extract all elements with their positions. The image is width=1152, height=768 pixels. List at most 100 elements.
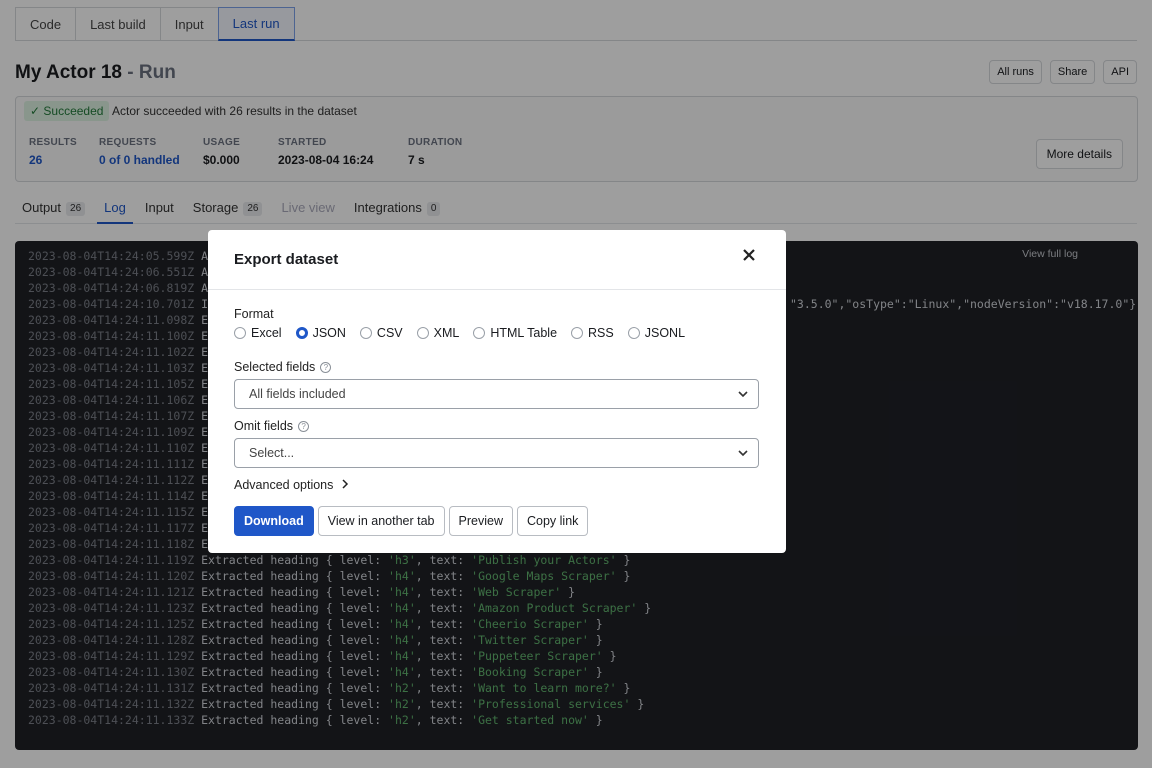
more-details-button[interactable]: More details — [1035, 139, 1123, 169]
sub-tab[interactable]: Output 26 — [15, 196, 92, 224]
header-button[interactable]: Share — [1049, 60, 1096, 84]
log-text: 'Want to learn more?' — [471, 681, 617, 695]
count: 0 — [426, 202, 441, 216]
selected-fields-select[interactable]: All fields included — [234, 379, 759, 409]
modal-title: Export dataset — [234, 251, 339, 268]
advanced-options[interactable]: Advanced options — [234, 478, 349, 492]
header-button[interactable]: API — [1103, 60, 1137, 84]
log-text: 'Booking Scraper' — [471, 665, 589, 679]
radio[interactable] — [571, 327, 584, 339]
button[interactable]: Download — [234, 506, 314, 536]
radio[interactable] — [473, 327, 486, 339]
radio[interactable] — [295, 327, 308, 339]
stat: REQUESTS 0 of 0 handled — [99, 137, 180, 167]
log-time: 2023-08-04T14:24:11.106Z — [28, 393, 195, 407]
sub-tab[interactable]: Live view — [274, 196, 341, 224]
title: My Actor 18 — [15, 62, 122, 83]
format-options: Excel JSON CSV XML HTML Table RSS JSONL — [234, 326, 685, 340]
label: Omit fields — [234, 419, 294, 433]
radio[interactable] — [234, 327, 246, 339]
log-text: , text: — [415, 649, 472, 663]
stat-value: $0.000 — [203, 153, 240, 167]
sub-tab[interactable]: Integrations 0 — [347, 196, 448, 224]
log-time: 2023-08-04T14:24:11.111Z — [28, 457, 195, 471]
close-button[interactable] — [742, 248, 756, 262]
radio-option[interactable]: JSONL — [627, 326, 685, 340]
log-time: 2023-08-04T14:24:11.118Z — [28, 537, 195, 551]
radio[interactable] — [416, 327, 429, 339]
sub-tabs: Output 26 Log Input Storage 26 Live view Integr… — [15, 196, 1137, 224]
log-time: 2023-08-04T14:24:11.121Z — [28, 585, 195, 599]
log-text: Extracted heading { level: — [201, 681, 389, 695]
log-text: Extracted heading { level: — [201, 665, 389, 679]
button[interactable]: Preview — [448, 506, 513, 536]
tab[interactable]: Last run — [217, 7, 295, 41]
log-time: 2023-08-04T14:24:11.102Z — [28, 345, 195, 359]
log-text: } — [561, 585, 576, 599]
log-text: 'h2' — [388, 713, 416, 727]
radio-option[interactable]: JSON — [295, 326, 346, 340]
sub-tab-label: Storage — [192, 200, 239, 215]
log-text: 'Publish your Actors' — [471, 553, 617, 567]
log-line: 2023-08-04T14:24:11.132Z Extracted headi… — [28, 697, 644, 711]
modal-buttons: Download View in another tab Preview Copy l… — [234, 506, 589, 536]
sub-tab[interactable]: Log — [97, 196, 133, 224]
log-text: 'h4' — [388, 617, 416, 631]
count: 26 — [66, 202, 86, 216]
radio-option[interactable]: CSV — [359, 326, 403, 340]
log-time: 2023-08-04T14:24:11.107Z — [28, 409, 195, 423]
log-time: 2023-08-04T14:24:11.109Z — [28, 425, 195, 439]
log-text: } — [588, 665, 603, 679]
log-text: , text: — [415, 617, 472, 631]
log-time: 2023-08-04T14:24:11.129Z — [28, 649, 195, 663]
log-text: 'Professional services' — [471, 697, 631, 711]
log-time: 2023-08-04T14:24:05.599Z — [28, 249, 195, 263]
radio-label: JSON — [312, 326, 346, 340]
log-line: 2023-08-04T14:24:11.119Z Extracted headi… — [28, 553, 630, 567]
title-suffix: - Run — [127, 62, 176, 83]
log-text: 'Amazon Product Scraper' — [471, 601, 638, 615]
radio-option[interactable]: RSS — [571, 326, 614, 340]
sub-tab-label: Live view — [281, 200, 335, 215]
log-text: Extracted heading { level: — [201, 633, 389, 647]
log-time: 2023-08-04T14:24:06.551Z — [28, 265, 195, 279]
log-text: } — [637, 601, 652, 615]
log-text: , text: — [415, 713, 472, 727]
log-text: , text: — [415, 681, 472, 695]
button[interactable]: View in another tab — [317, 506, 445, 536]
log-time: 2023-08-04T14:24:11.128Z — [28, 633, 195, 647]
log-line: 2023-08-04T14:24:11.123Z Extracted headi… — [28, 601, 651, 615]
radio-option[interactable]: HTML Table — [473, 326, 557, 340]
log-line: 2023-08-04T14:24:11.121Z Extracted headi… — [28, 585, 575, 599]
log-time: 2023-08-04T14:24:11.114Z — [28, 489, 195, 503]
radio-label: RSS — [588, 326, 614, 340]
log-text: , text: — [415, 585, 472, 599]
log-time: 2023-08-04T14:24:11.103Z — [28, 361, 195, 375]
stat-label: DURATION — [408, 137, 463, 148]
sub-tab[interactable]: Input — [138, 196, 181, 224]
stat: DURATION 7 s — [408, 137, 462, 167]
omit-fields-select[interactable]: Select... — [234, 438, 759, 468]
count: 26 — [243, 202, 263, 216]
log-text: } — [588, 713, 603, 727]
button[interactable]: Copy link — [516, 506, 589, 536]
radio-label: XML — [433, 326, 460, 340]
log-time: 2023-08-04T14:24:11.131Z — [28, 681, 195, 695]
log-time: 2023-08-04T14:24:11.098Z — [28, 313, 195, 327]
radio-option[interactable]: XML — [416, 326, 460, 340]
log-time: 2023-08-04T14:24:11.125Z — [28, 617, 195, 631]
modal-header — [208, 230, 786, 290]
radio-option[interactable]: Excel — [234, 326, 282, 340]
log-line: 2023-08-04T14:24:11.128Z Extracted headi… — [28, 633, 603, 647]
view-full-log[interactable]: View full log — [1022, 248, 1078, 260]
log-text: 'h4' — [388, 633, 416, 647]
radio[interactable] — [359, 327, 372, 339]
log-time: 2023-08-04T14:24:11.132Z — [28, 697, 195, 711]
header-button[interactable]: All runs — [989, 60, 1042, 84]
sub-tab[interactable]: Storage 26 — [186, 196, 270, 224]
stat-label: RESULTS — [29, 137, 78, 148]
radio[interactable] — [627, 327, 640, 339]
stat-value: 0 of 0 handled — [99, 153, 180, 167]
log-text: Extracted heading { level: — [201, 553, 389, 567]
label: Advanced options — [234, 478, 334, 492]
